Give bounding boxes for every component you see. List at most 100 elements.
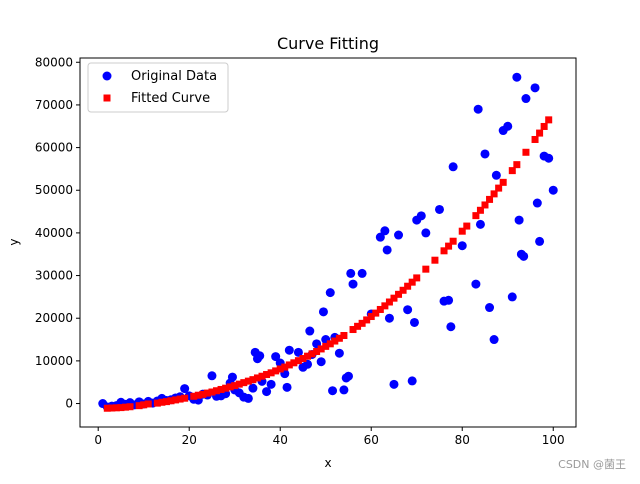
original-data-point xyxy=(207,371,217,381)
fitted-curve-point xyxy=(431,256,439,264)
legend-marker-fitted-curve xyxy=(103,94,111,102)
fitted-curve-point xyxy=(413,274,421,282)
y-tick-label: 10000 xyxy=(35,354,73,368)
fitted-curve-point xyxy=(285,361,293,369)
original-data-point xyxy=(457,241,467,251)
original-data-point xyxy=(489,335,499,345)
original-data-point xyxy=(473,104,483,114)
fitted-curve-point xyxy=(372,309,380,317)
plot-frame xyxy=(79,57,577,428)
fitted-curve-point xyxy=(217,385,225,393)
original-data-point xyxy=(284,345,294,355)
fitted-curve-point xyxy=(381,302,389,310)
original-data-point xyxy=(491,170,501,180)
original-data-point xyxy=(266,379,276,389)
original-data-point xyxy=(448,162,458,172)
original-data-point xyxy=(416,211,426,221)
original-data-point xyxy=(514,215,524,225)
fitted-curve-point xyxy=(335,334,343,342)
fitted-curve-point xyxy=(513,161,521,169)
fitted-curve-point xyxy=(363,316,371,324)
original-data-point xyxy=(535,236,545,246)
fitted-curve-point xyxy=(194,391,202,399)
original-data-point xyxy=(519,251,529,261)
watermark-text: CSDN @菌王 xyxy=(558,458,626,471)
original-data-point xyxy=(421,228,431,238)
original-data-point xyxy=(403,305,413,315)
fitted-curve-point xyxy=(272,367,280,375)
fitted-curve-point xyxy=(108,404,116,412)
x-tick-label: 0 xyxy=(94,433,102,447)
fitted-curve-point xyxy=(486,195,494,203)
fitted-curve-point xyxy=(253,374,261,382)
fitted-curve-point xyxy=(122,403,130,411)
fitted-curve-point xyxy=(331,337,339,345)
fitted-curve-point xyxy=(531,135,539,143)
fitted-curve-point xyxy=(294,357,302,365)
fitted-curve-point xyxy=(522,148,530,156)
y-tick-label: 30000 xyxy=(35,269,73,283)
x-axis: 0 20 40 60 80 100 xyxy=(94,427,565,447)
fitted-curve-point xyxy=(385,298,393,306)
original-data-point xyxy=(475,219,485,229)
y-tick-label: 20000 xyxy=(35,311,73,325)
x-tick-label: 20 xyxy=(182,433,197,447)
chart-title: Curve Fitting xyxy=(277,34,379,53)
original-data-point xyxy=(271,352,281,362)
fitted-curve-point xyxy=(354,322,362,330)
fitted-curve-point xyxy=(258,372,266,380)
fitted-curve-point xyxy=(358,319,366,327)
fitted-curve-point xyxy=(540,122,548,130)
x-tick-label: 80 xyxy=(455,433,470,447)
fitted-curve-point xyxy=(172,396,180,404)
fitted-curve-point xyxy=(199,390,207,398)
fitted-curve-point xyxy=(276,365,284,373)
y-tick-label: 40000 xyxy=(35,226,73,240)
fitted-curve-point xyxy=(449,237,457,245)
original-data-point xyxy=(548,185,558,195)
original-data-point xyxy=(248,383,258,393)
legend: Original Data Fitted Curve xyxy=(87,62,229,113)
fitted-curve-point xyxy=(117,404,125,412)
original-data-point xyxy=(262,387,272,397)
x-tick-label: 40 xyxy=(273,433,288,447)
y-tick-label: 70000 xyxy=(35,98,73,112)
fitted-curve-point xyxy=(304,352,312,360)
original-data-point xyxy=(316,357,326,367)
fitted-curve-point xyxy=(249,376,257,384)
fitted-curve-point xyxy=(326,340,334,348)
original-data-point xyxy=(446,322,456,332)
fitted-curve-point xyxy=(317,345,325,353)
fitted-curve-point xyxy=(263,371,271,379)
legend-marker-original-data xyxy=(102,71,112,81)
original-data-point xyxy=(328,386,338,396)
fitted-curve-point xyxy=(408,278,416,286)
original-data-point xyxy=(444,295,454,305)
original-data-point xyxy=(409,317,419,327)
original-data-point xyxy=(303,359,313,369)
fitted-curve-point xyxy=(267,369,275,377)
fitted-curve-point xyxy=(395,290,403,298)
fitted-curve-point xyxy=(140,401,148,409)
fitted-curve-point xyxy=(222,384,230,392)
fitted-curve-point xyxy=(313,347,321,355)
fitted-curve-point xyxy=(536,129,544,137)
fitted-curve-point xyxy=(495,184,503,192)
fitted-curve-point xyxy=(167,397,175,405)
fitted-curve-point xyxy=(226,383,234,391)
fitted-curve-point xyxy=(376,305,384,313)
x-tick-label: 100 xyxy=(542,433,565,447)
original-data-point xyxy=(471,279,481,289)
original-data-point xyxy=(180,384,190,394)
fitted-curve-point xyxy=(463,222,471,230)
data-points-layer xyxy=(98,72,558,412)
original-data-point xyxy=(339,385,349,395)
fitted-curve-point xyxy=(158,398,166,406)
original-data-point xyxy=(325,288,335,298)
original-data-point xyxy=(530,83,540,93)
y-axis: 0 10000 20000 30000 40000 50000 60000 70000 8000… xyxy=(35,55,80,411)
original-data-point xyxy=(394,230,404,240)
fitted-curve-point xyxy=(490,190,498,198)
y-tick-label: 80000 xyxy=(35,55,73,69)
fitted-curve-point xyxy=(308,350,316,358)
